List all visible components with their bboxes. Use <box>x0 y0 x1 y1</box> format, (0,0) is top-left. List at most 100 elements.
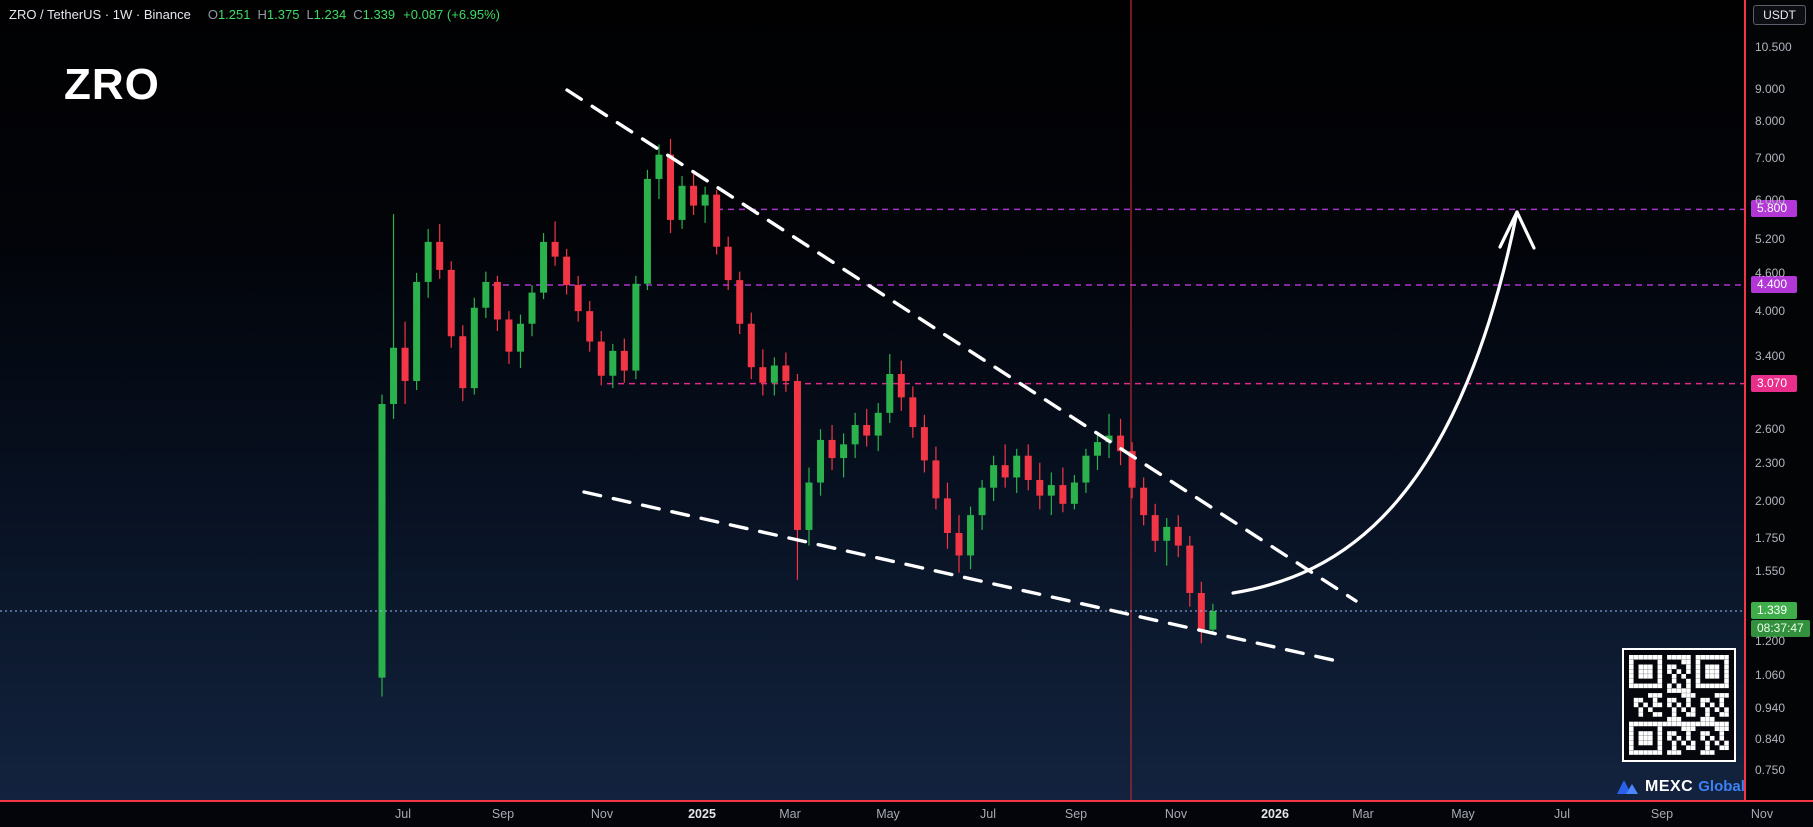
candle-body <box>493 281 501 320</box>
candle-body <box>863 424 871 436</box>
candle-body <box>528 292 536 324</box>
candle-body <box>643 178 651 284</box>
price-tick-0.750: 0.750 <box>1755 762 1786 777</box>
time-tick-Sep: Sep <box>1650 807 1674 821</box>
candle-body <box>1174 526 1182 546</box>
candle-body <box>736 280 744 324</box>
time-tick-Jul: Jul <box>395 807 411 821</box>
price-tick-0.840: 0.840 <box>1755 731 1786 746</box>
candle-body <box>920 427 928 461</box>
price-tick-9.000: 9.000 <box>1755 81 1786 96</box>
price-tick-4.000: 4.000 <box>1755 304 1786 319</box>
time-tick-Nov: Nov <box>590 807 614 821</box>
candle-body <box>470 307 478 389</box>
candle-body <box>424 241 432 282</box>
candle-body <box>805 482 813 530</box>
price-level-badge-3070: 3.070 <box>1751 374 1797 392</box>
candle-body <box>701 194 709 206</box>
candle-body <box>1024 455 1032 480</box>
candlestick-series[interactable] <box>378 138 1217 697</box>
candle-body <box>574 285 582 312</box>
price-tick-2.600: 2.600 <box>1755 422 1786 437</box>
price-tick-8.000: 8.000 <box>1755 114 1786 129</box>
time-tick-Mar: Mar <box>1352 807 1374 821</box>
time-tick-May: May <box>876 807 900 821</box>
candlestick-chart[interactable] <box>0 0 1744 800</box>
time-tick-Nov: Nov <box>1164 807 1188 821</box>
price-axis[interactable]: USDT 5.800 4.400 3.070 1.339 08:37:47 10… <box>1744 0 1813 800</box>
mexc-mountain-icon <box>1617 780 1638 794</box>
time-tick-Sep: Sep <box>1064 807 1088 821</box>
candle-body <box>667 154 674 220</box>
candle-body <box>620 350 628 371</box>
price-tick-2.300: 2.300 <box>1755 455 1786 470</box>
time-tick-Jul: Jul <box>980 807 996 821</box>
candle-body <box>540 241 548 293</box>
candle-body <box>597 341 605 376</box>
mexc-logo: MEXC Global <box>1616 777 1745 796</box>
price-level-badge-4400: 4.400 <box>1751 276 1797 294</box>
price-tick-1.200: 1.200 <box>1755 634 1786 649</box>
last-price-badge: 1.339 <box>1751 602 1797 619</box>
projection-arrow-head <box>1498 210 1536 250</box>
chart-canvas[interactable]: ZRO ZRO / TetherUS · 1W · Binance O1.251 H… <box>0 0 1744 800</box>
candle-body <box>770 365 778 383</box>
trendline-upper[interactable] <box>565 88 1358 603</box>
candle-body <box>390 347 398 405</box>
candle-body <box>516 323 524 352</box>
candle-body <box>943 498 951 533</box>
candle-body <box>724 246 732 281</box>
candle-body <box>632 283 640 371</box>
trendline-lower[interactable] <box>582 490 1339 663</box>
candle-body <box>1140 487 1148 516</box>
price-tick-5.200: 5.200 <box>1755 232 1786 247</box>
price-tick-1.550: 1.550 <box>1755 563 1786 578</box>
price-tick-2.000: 2.000 <box>1755 494 1786 509</box>
candle-body <box>909 397 917 428</box>
candle-body <box>447 269 455 337</box>
candle-body <box>851 424 859 445</box>
time-tick-Jul: Jul <box>1554 807 1570 821</box>
price-tick-1.060: 1.060 <box>1755 668 1786 683</box>
candle-body <box>897 374 905 398</box>
price-tick-4.600: 4.600 <box>1755 265 1786 280</box>
candle-body <box>378 404 386 678</box>
candle-body <box>655 154 663 179</box>
candle-body <box>955 532 963 556</box>
candle-body <box>1151 515 1159 541</box>
candle-body <box>978 487 986 516</box>
low-value: 1.234 <box>313 7 347 22</box>
candle-body <box>747 323 755 368</box>
candle-body <box>678 185 686 220</box>
currency-toggle-button[interactable]: USDT <box>1753 5 1806 25</box>
candle-body <box>401 347 409 381</box>
price-level-badge-5800: 5.800 <box>1751 200 1797 218</box>
candle-body <box>586 311 594 342</box>
candle-body <box>609 350 617 376</box>
symbol-title[interactable]: ZRO / TetherUS · 1W · Binance <box>9 7 191 22</box>
candle-body <box>1001 465 1009 478</box>
candle-body <box>1013 455 1021 478</box>
price-tick-6.000: 6.000 <box>1755 193 1786 208</box>
low-label: L <box>306 7 314 22</box>
chart-legend[interactable]: ZRO / TetherUS · 1W · Binance O1.251 H1.37… <box>9 7 500 22</box>
high-label: H <box>257 7 267 22</box>
candle-body <box>690 185 698 206</box>
price-tick-1.750: 1.750 <box>1755 530 1786 545</box>
candle-body <box>1047 485 1055 496</box>
candle-body <box>413 281 421 381</box>
candle-body <box>874 412 882 436</box>
time-tick-Mar: Mar <box>779 807 801 821</box>
time-axis[interactable]: Jul Sep Nov 2025 Mar May Jul Sep Nov 2026 Mar May Ju… <box>0 800 1813 827</box>
symbol-watermark: ZRO <box>64 60 160 109</box>
projection-arrow-curve[interactable] <box>1231 210 1519 595</box>
candle-body <box>886 374 894 413</box>
price-tick-0.940: 0.940 <box>1755 700 1786 715</box>
candle-body <box>436 241 444 270</box>
time-tick-2025: 2025 <box>688 807 716 821</box>
candle-body <box>1059 485 1067 504</box>
candle-body <box>713 194 721 247</box>
time-tick-May: May <box>1451 807 1475 821</box>
candle-body <box>482 281 490 308</box>
